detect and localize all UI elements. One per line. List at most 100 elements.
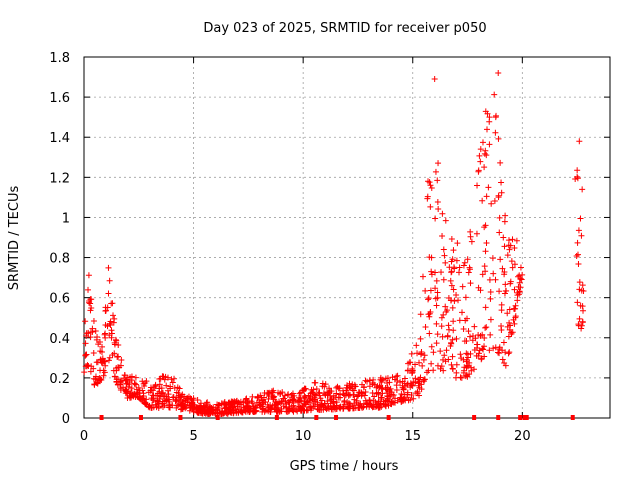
gap-marker: [334, 415, 339, 420]
data-point: [442, 358, 449, 365]
data-point: [343, 384, 350, 391]
gap-marker: [518, 415, 523, 420]
data-point: [502, 281, 509, 288]
data-point: [337, 405, 344, 412]
data-point: [579, 319, 586, 326]
data-point: [501, 271, 508, 278]
data-point: [444, 332, 451, 339]
data-point: [579, 303, 586, 310]
data-point: [277, 408, 284, 415]
data-point: [194, 409, 201, 416]
data-point: [439, 210, 446, 217]
data-point: [477, 146, 484, 153]
data-point: [394, 377, 401, 384]
data-point: [487, 316, 494, 323]
data-point: [450, 327, 457, 334]
data-point: [402, 382, 409, 389]
data-point: [574, 175, 581, 182]
data-point: [578, 325, 585, 332]
data-point: [111, 350, 118, 357]
data-point: [517, 284, 524, 291]
data-point: [574, 251, 581, 258]
data-point: [492, 129, 499, 136]
data-point: [444, 307, 451, 314]
data-point: [467, 280, 474, 287]
data-point: [161, 392, 168, 399]
data-point: [490, 345, 497, 352]
data-point: [443, 347, 450, 354]
data-point: [434, 294, 441, 301]
data-point: [432, 269, 439, 276]
data-point: [496, 345, 503, 352]
data-point: [475, 167, 482, 174]
data-point: [426, 179, 433, 186]
data-point: [100, 372, 107, 379]
data-point: [242, 396, 249, 403]
data-point: [439, 233, 446, 239]
data-point: [579, 186, 586, 193]
data-point: [149, 401, 156, 408]
data-point: [378, 385, 385, 392]
data-point: [237, 408, 244, 415]
data-point: [124, 377, 131, 384]
data-point: [303, 407, 310, 414]
grid: [84, 57, 610, 418]
data-point: [215, 402, 222, 409]
data-point: [438, 269, 445, 276]
data-point: [108, 300, 115, 307]
data-point: [295, 403, 302, 410]
data-point: [475, 284, 482, 291]
data-point: [451, 297, 458, 304]
data-point: [85, 329, 92, 336]
data-point: [440, 276, 447, 283]
data-point: [377, 376, 384, 383]
y-tick-label: 1.6: [49, 91, 70, 106]
data-point: [82, 318, 89, 325]
data-point: [483, 240, 490, 247]
gap-marker: [524, 415, 529, 420]
data-point: [139, 387, 146, 394]
data-point: [173, 389, 180, 396]
data-point: [459, 283, 466, 290]
data-point: [486, 347, 493, 354]
y-tick-label: 0.6: [49, 292, 70, 307]
data-point: [507, 242, 514, 249]
data-point: [327, 387, 334, 394]
data-point: [574, 299, 581, 306]
data-point: [483, 324, 490, 331]
data-point: [117, 362, 124, 369]
data-point: [427, 203, 434, 210]
data-point: [369, 389, 376, 396]
data-point: [425, 311, 432, 318]
gap-marker: [138, 415, 143, 420]
data-point: [445, 322, 452, 329]
data-point: [502, 362, 509, 369]
data-point: [445, 295, 452, 302]
data-point: [318, 402, 325, 409]
data-point: [140, 393, 147, 400]
data-point: [486, 276, 493, 283]
data-point: [412, 379, 419, 386]
data-point: [256, 399, 263, 406]
data-point: [316, 392, 323, 399]
data-point: [487, 289, 494, 296]
data-point: [479, 197, 486, 204]
data-point: [437, 348, 444, 355]
data-point: [384, 375, 391, 382]
data-point: [87, 300, 94, 307]
data-point: [427, 182, 434, 189]
x-tick-label: 10: [295, 429, 312, 444]
data-point: [290, 402, 297, 409]
data-point: [85, 272, 92, 279]
data-point: [268, 388, 275, 395]
data-point: [150, 395, 157, 402]
gap-markers: [99, 415, 575, 420]
data-point: [474, 182, 481, 189]
data-point: [468, 238, 475, 245]
data-point: [98, 348, 105, 355]
data-point: [388, 398, 395, 405]
data-point: [432, 285, 439, 292]
data-point: [425, 295, 432, 302]
data-point: [578, 322, 585, 329]
data-point: [498, 179, 505, 186]
